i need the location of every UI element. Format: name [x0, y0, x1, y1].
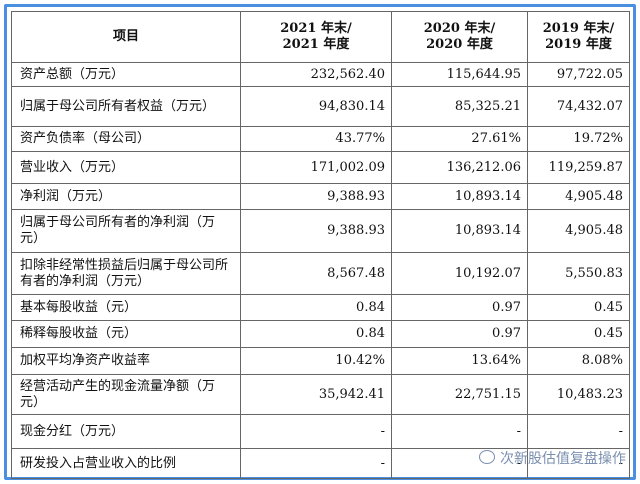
- value-cell: 9,388.93: [240, 209, 392, 253]
- value-cell: 115,644.95: [391, 62, 528, 87]
- value-cell: -: [527, 414, 630, 449]
- table-row: 资产总额（万元） 232,562.40 115,644.95 97,722.05: [11, 62, 630, 87]
- table-row: 归属于母公司所有者的净利润（万元） 9,388.93 10,893.14 4,905.…: [11, 209, 630, 253]
- value-cell: 0.97: [391, 320, 528, 348]
- value-cell: 43.77%: [240, 126, 392, 152]
- value-cell: 74,432.07: [527, 86, 630, 127]
- label-cell: 归属于母公司所有者的净利润（万元）: [11, 209, 241, 253]
- header-row: 项目 2021 年末/2021 年度 2020 年末/2020 年度 2019 年末/…: [11, 11, 630, 63]
- header-cell: 2021 年末/2021 年度: [240, 11, 392, 63]
- table-row: 现金分红（万元） - - -: [11, 414, 630, 449]
- header-text: 项目: [112, 29, 139, 44]
- header-text: 2020 年度: [426, 37, 493, 52]
- table-row: 营业收入（万元） 171,002.09 136,212.06 119,259.87: [11, 151, 630, 184]
- value-cell: 0.84: [240, 294, 392, 321]
- table-row: 加权平均净资产收益率 10.42% 13.64% 8.08%: [11, 347, 630, 375]
- value-cell: 232,562.40: [240, 62, 392, 87]
- header-text: 2019 年末/: [542, 21, 615, 36]
- table-row: 研发投入占营业收入的比例 - - -: [11, 448, 630, 479]
- table-row: 扣除非经常性损益后归属于母公司所有者的净利润（万元） 8,567.48 10,192…: [11, 252, 630, 295]
- value-cell: 94,830.14: [240, 86, 392, 127]
- table-row: 基本每股收益（元） 0.84 0.97 0.45: [11, 294, 630, 321]
- value-cell: 19.72%: [527, 126, 630, 152]
- value-cell: 85,325.21: [391, 86, 528, 127]
- value-cell: 5,550.83: [527, 252, 630, 295]
- value-cell: 171,002.09: [240, 151, 392, 184]
- label-cell: 研发投入占营业收入的比例: [11, 448, 241, 479]
- label-cell: 加权平均净资产收益率: [11, 347, 241, 375]
- header-text: 2020 年末/: [423, 21, 496, 36]
- label-cell: 经营活动产生的现金流量净额（万元）: [11, 374, 241, 415]
- table-row: 资产负债率（母公司） 43.77% 27.61% 19.72%: [11, 126, 630, 152]
- label-cell: 净利润（万元）: [11, 183, 241, 210]
- label-cell: 资产总额（万元）: [11, 62, 241, 87]
- value-cell: 0.45: [527, 320, 630, 348]
- value-cell: 97,722.05: [527, 62, 630, 87]
- value-cell: 10,483.23: [527, 374, 630, 415]
- header-text: 2021 年度: [282, 37, 350, 52]
- table-row: 稀释每股收益（元） 0.84 0.97 0.45: [11, 320, 630, 348]
- header-text: 2019 年度: [545, 37, 612, 52]
- value-cell: 0.45: [527, 294, 630, 321]
- value-cell: 27.61%: [391, 126, 528, 152]
- label-cell: 现金分红（万元）: [11, 414, 241, 449]
- watermark-text: 次新股估值复盘操作: [500, 451, 626, 467]
- label-cell: 基本每股收益（元）: [11, 294, 241, 321]
- value-cell: 35,942.41: [240, 374, 392, 415]
- table-row: 归属于母公司所有者权益（万元） 94,830.14 85,325.21 74,432.…: [11, 86, 630, 127]
- header-cell: 2019 年末/2019 年度: [527, 11, 630, 63]
- value-cell: 10,192.07: [391, 252, 528, 295]
- label-cell: 归属于母公司所有者权益（万元）: [11, 86, 241, 127]
- value-cell: 0.84: [240, 320, 392, 348]
- table-body: 资产总额（万元） 232,562.40 115,644.95 97,722.05 归属于…: [11, 62, 630, 479]
- value-cell: 136,212.06: [391, 151, 528, 184]
- value-cell: 119,259.87: [527, 151, 630, 184]
- value-cell: 10,893.14: [391, 183, 528, 210]
- label-cell: 稀释每股收益（元）: [11, 320, 241, 348]
- value-cell: -: [240, 448, 392, 479]
- value-cell: 8,567.48: [240, 252, 392, 295]
- header-text: 2021 年末/: [280, 21, 352, 36]
- header-cell: 项目: [11, 11, 241, 63]
- label-cell: 扣除非经常性损益后归属于母公司所有者的净利润（万元）: [11, 252, 241, 295]
- value-cell: 4,905.48: [527, 183, 630, 210]
- label-cell: 资产负债率（母公司）: [11, 126, 241, 152]
- value-cell: 4,905.48: [527, 209, 630, 253]
- value-cell: 10,893.14: [391, 209, 528, 253]
- table-row: 净利润（万元） 9,388.93 10,893.14 4,905.48: [11, 183, 630, 210]
- financial-table: 项目 2021 年末/2021 年度 2020 年末/2020 年度 2019 年末/…: [11, 11, 630, 479]
- value-cell: 13.64%: [391, 347, 528, 375]
- label-cell: 营业收入（万元）: [11, 151, 241, 184]
- watermark: 次新股估值复盘操作: [479, 448, 626, 468]
- value-cell: 8.08%: [527, 347, 630, 375]
- value-cell: 0.97: [391, 294, 528, 321]
- wechat-icon: [479, 450, 495, 464]
- value-cell: 10.42%: [240, 347, 392, 375]
- value-cell: 9,388.93: [240, 183, 392, 210]
- value-cell: -: [527, 448, 630, 479]
- table-row: 经营活动产生的现金流量净额（万元） 35,942.41 22,751.15 10,48…: [11, 374, 630, 415]
- value-cell: 22,751.15: [391, 374, 528, 415]
- header-cell: 2020 年末/2020 年度: [391, 11, 528, 63]
- value-cell: -: [391, 414, 528, 449]
- frame: 项目 2021 年末/2021 年度 2020 年末/2020 年度 2019 年末/…: [4, 4, 636, 480]
- value-cell: -: [240, 414, 392, 449]
